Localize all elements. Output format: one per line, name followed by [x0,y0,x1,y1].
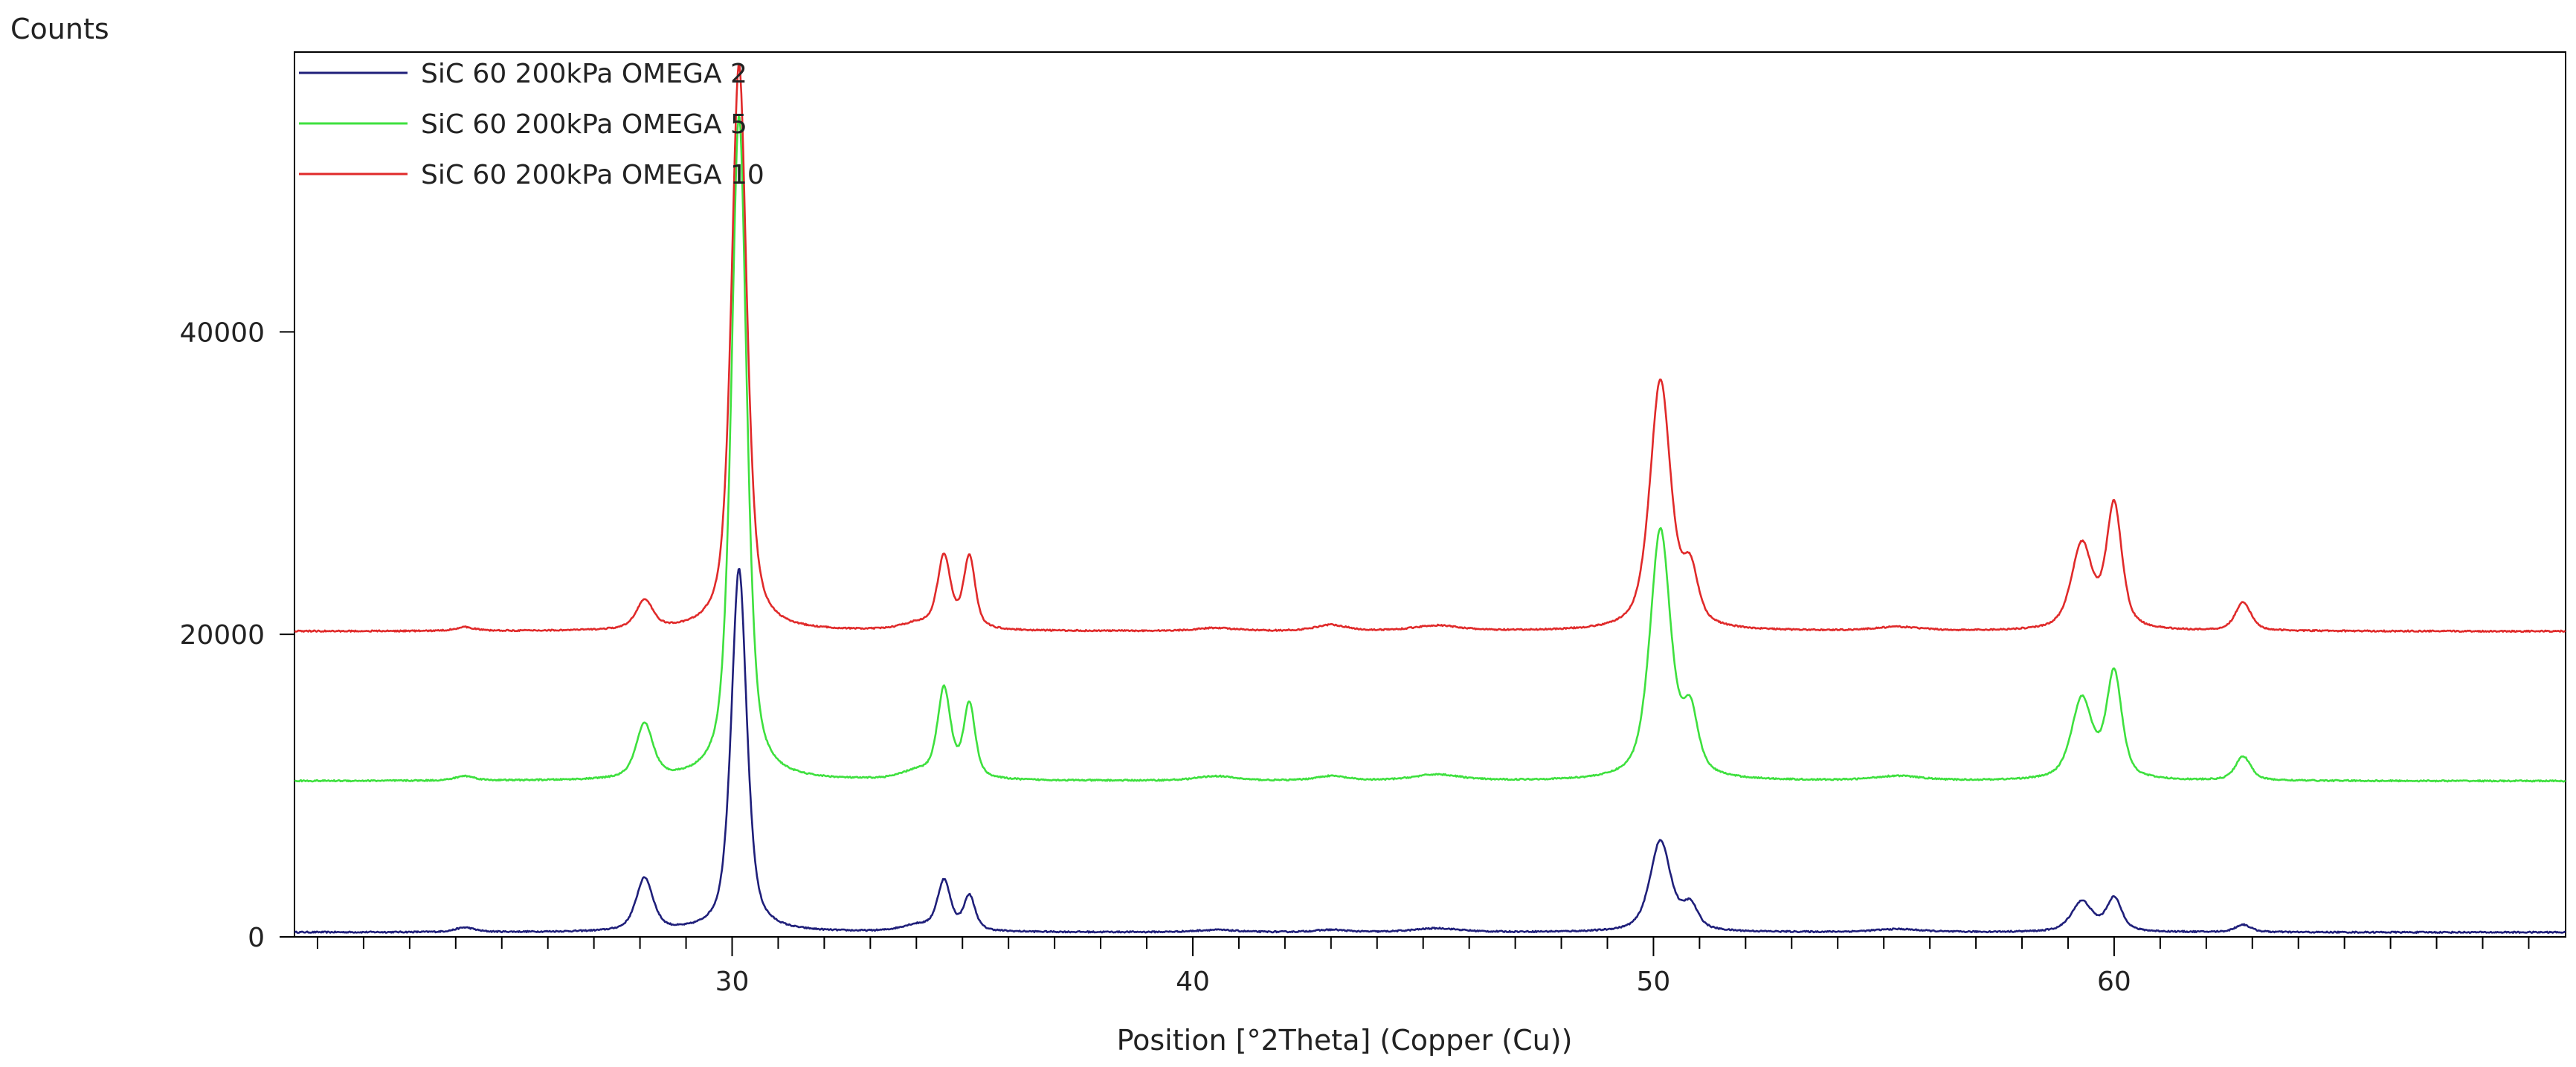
legend-label-1: SiC 60 200kPa OMEGA 2 [421,59,747,89]
legend-label-2: SiC 60 200kPa OMEGA 5 [421,109,747,140]
x-tick-label: 40 [1176,967,1210,997]
ticks-layer: 30 40 50 60 0 20000 40000 [179,317,2530,997]
y-tick-label: 0 [248,923,265,953]
series-layer [294,63,2566,934]
series-line-3 [294,63,2566,634]
x-tick-label: 50 [1637,967,1671,997]
x-axis-title: Position [°2Theta] (Copper (Cu)) [1117,1024,1573,1057]
legend: SiC 60 200kPa OMEGA 2 SiC 60 200kPa OMEGA… [299,59,764,190]
legend-label-3: SiC 60 200kPa OMEGA 10 [421,160,764,190]
y-tick-label: 20000 [179,620,265,651]
y-tick-label: 40000 [179,317,265,348]
x-tick-label: 60 [2097,967,2131,997]
y-axis-title: Counts [10,13,109,45]
series-line-2 [294,115,2566,783]
series-line-1 [294,568,2566,934]
plot-frame [294,51,2566,938]
x-tick-label: 30 [715,967,750,997]
